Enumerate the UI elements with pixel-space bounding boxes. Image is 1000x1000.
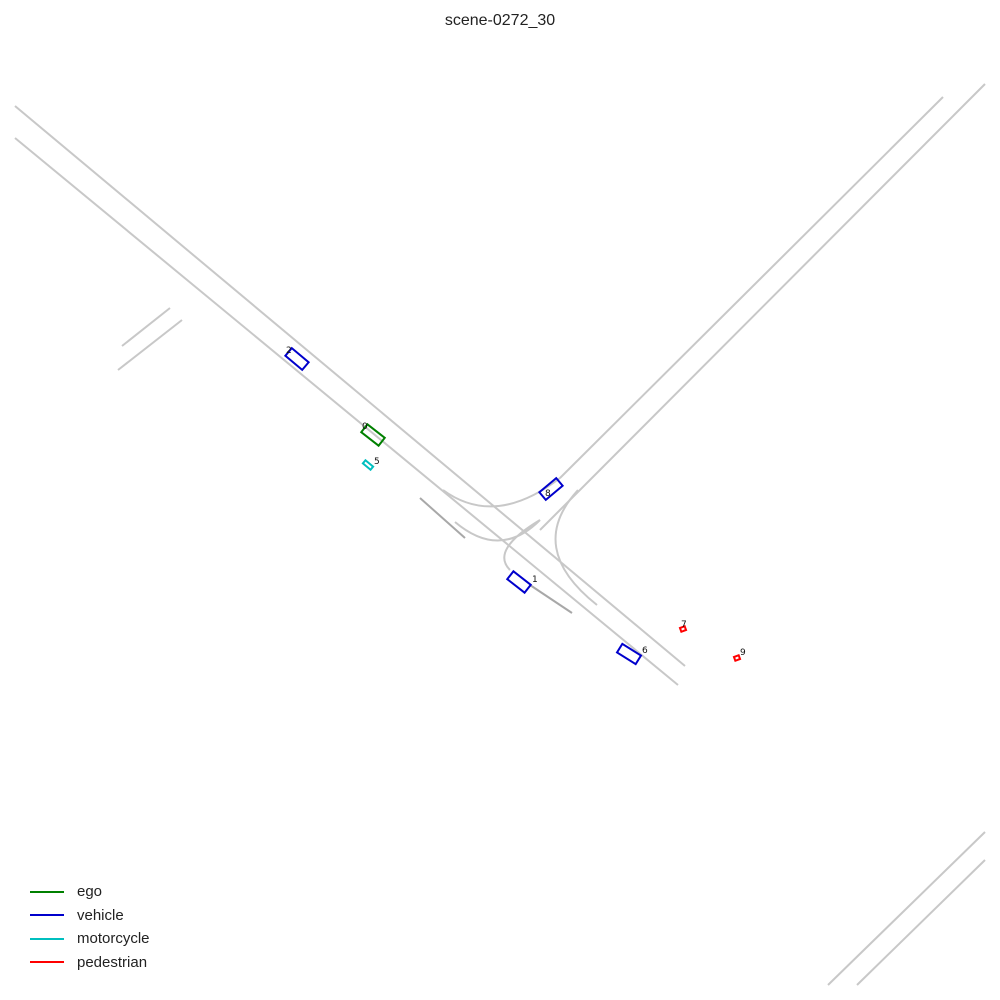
lane-boundary (856, 859, 986, 986)
road-lanes (14, 83, 986, 986)
lane-curve (442, 477, 561, 508)
vehicle-box-8 (537, 476, 565, 502)
legend-swatch-vehicle (30, 914, 64, 917)
ego-box-0 (359, 422, 387, 448)
road-lanes-dark (419, 497, 573, 614)
lane-boundary (827, 831, 986, 986)
object-label-6: 6 (642, 646, 648, 656)
object-label-7: 7 (681, 620, 687, 630)
lane-boundary (14, 105, 686, 667)
lane-segment (419, 497, 466, 539)
legend-label-vehicle: vehicle (77, 906, 124, 924)
lane-segment (529, 584, 573, 614)
legend-label-motorcycle: motorcycle (77, 930, 150, 948)
object-label-9: 9 (740, 648, 746, 658)
object-label-1: 1 (532, 575, 538, 585)
motorcycle-box-5 (361, 458, 375, 472)
legend-label-pedestrian: pedestrian (77, 953, 148, 971)
lane-boundary (539, 83, 986, 531)
legend-swatch-ego (30, 890, 64, 893)
object-label-8: 8 (545, 489, 551, 499)
legend-item-motorcycle: motorcycle (30, 927, 150, 951)
legend-label-ego: ego (77, 883, 103, 901)
pedestrian-box-7 (678, 624, 688, 634)
scene-title: scene-0272_30 (444, 12, 556, 29)
lane-boundary (121, 307, 171, 347)
lane-boundary (14, 137, 679, 686)
vehicle-box-1 (505, 569, 533, 595)
vehicle-box-6 (615, 642, 643, 666)
legend-item-ego: ego (30, 880, 150, 904)
lane-boundary (117, 319, 183, 371)
pedestrian-box-9 (732, 653, 742, 663)
legend-swatch-pedestrian (30, 961, 64, 964)
vehicle-box-2 (283, 346, 311, 372)
lane-boundary (559, 96, 944, 479)
legend-item-vehicle: vehicle (30, 904, 150, 928)
object-label-5: 5 (374, 457, 380, 467)
lane-curve (554, 489, 598, 606)
legend-swatch-motorcycle (30, 937, 64, 940)
legend-item-pedestrian: pedestrian (30, 951, 150, 975)
object-labels: 0 2 5 8 1 6 7 9 (286, 346, 746, 658)
lane-curve (454, 519, 541, 571)
object-label-2: 2 (286, 346, 292, 356)
legend: ego vehicle motorcycle pedestrian (30, 880, 150, 974)
object-label-0: 0 (362, 422, 368, 432)
object-boxes (283, 346, 742, 666)
